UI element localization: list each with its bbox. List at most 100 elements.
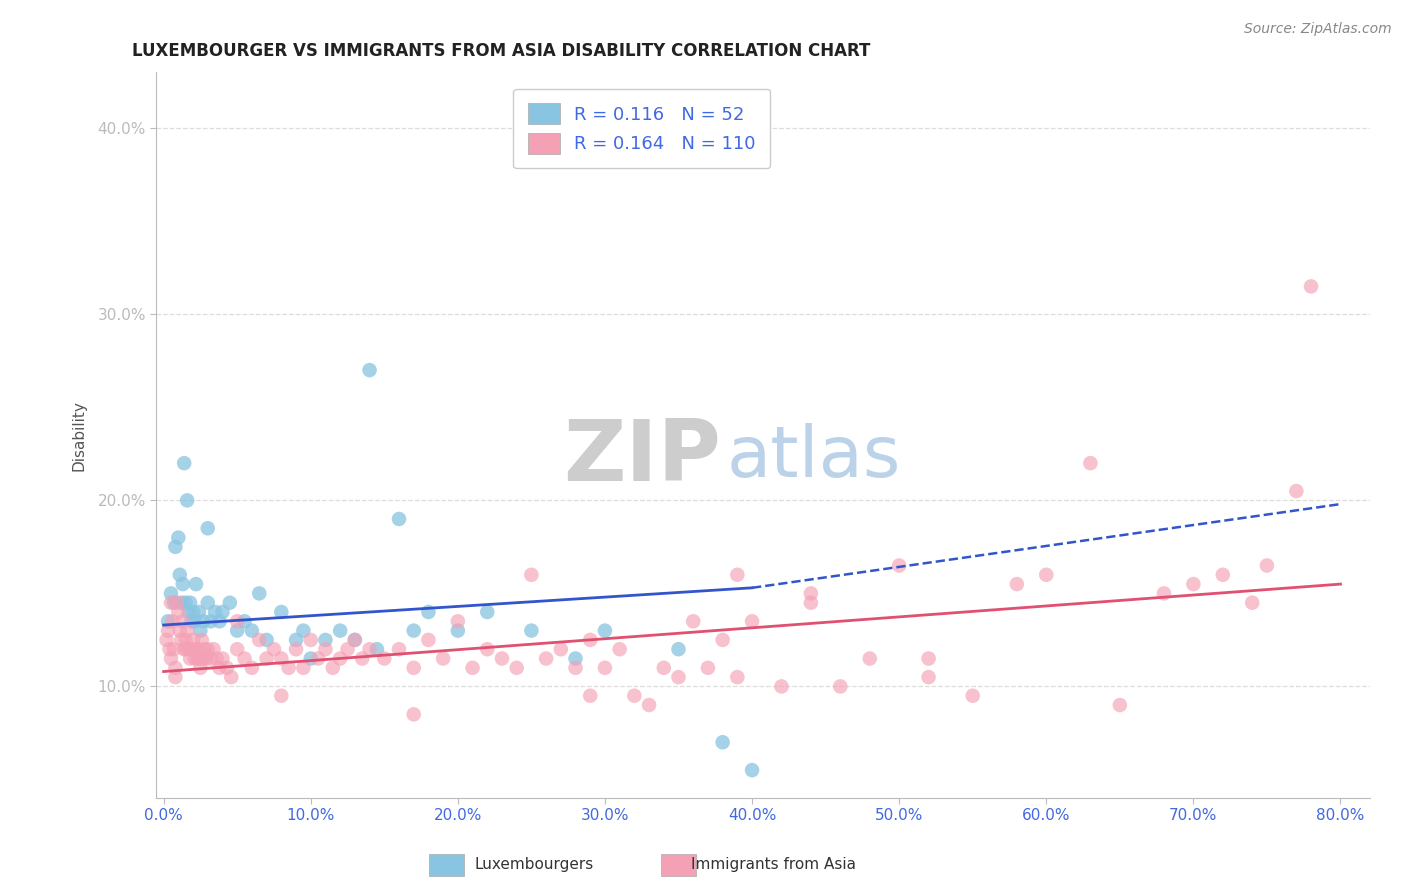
Point [174,642,197,657]
Point [336,642,359,657]
Point [725,567,748,582]
Point [165,670,187,684]
Point [292,624,315,638]
Point [520,624,543,638]
Point [432,651,454,665]
Point [307,651,329,665]
Y-axis label: Disability: Disability [72,400,86,471]
Point [366,642,388,657]
Point [447,615,470,629]
Point [184,642,207,657]
Text: Source: ZipAtlas.com: Source: ZipAtlas.com [1244,22,1392,37]
Point [359,363,381,377]
Point [889,558,911,573]
Point [160,586,183,600]
Point [299,632,322,647]
Point [247,586,270,600]
Point [169,624,191,638]
Point [800,596,823,610]
Point [579,689,602,703]
Point [418,632,440,647]
Point [193,615,215,629]
Point [190,624,212,638]
Point [226,615,249,629]
Point [177,642,200,657]
Point [166,596,188,610]
Point [682,615,704,629]
Point [711,735,734,749]
Point [491,651,513,665]
Point [169,567,191,582]
Point [623,689,645,703]
Point [830,680,852,694]
Point [520,567,543,582]
Point [215,661,238,675]
Point [177,605,200,619]
Point [184,577,207,591]
Point [962,689,984,703]
Point [292,661,315,675]
Point [170,632,193,647]
Point [193,651,215,665]
Point [329,651,352,665]
Point [270,689,292,703]
Point [190,651,212,665]
Point [352,651,374,665]
Point [180,615,202,629]
Point [550,642,572,657]
Point [299,651,322,665]
Point [240,624,263,638]
Point [183,615,205,629]
Point [200,615,222,629]
Point [593,661,616,675]
Point [1080,456,1102,470]
Point [270,651,292,665]
Point [163,642,186,657]
Point [163,596,186,610]
Point [233,615,256,629]
Point [162,615,184,629]
Point [174,632,197,647]
Point [373,651,395,665]
Point [208,661,231,675]
Point [187,605,209,619]
Point [711,632,734,647]
Point [800,586,823,600]
Point [195,651,218,665]
Point [564,661,586,675]
Point [534,651,557,665]
Point [211,605,233,619]
Point [609,642,631,657]
Point [211,651,233,665]
Point [197,642,219,657]
Point [917,670,939,684]
Point [233,651,256,665]
Point [167,531,190,545]
Text: ZIP: ZIP [562,416,721,499]
Point [160,651,183,665]
Point [447,624,470,638]
Point [181,605,204,619]
Point [1212,567,1234,582]
Point [181,632,204,647]
Point [917,651,939,665]
Point [505,661,527,675]
Point [190,661,212,675]
Point [1285,484,1308,499]
Point [173,456,195,470]
Point [579,632,602,647]
Point [1005,577,1028,591]
Point [859,651,882,665]
Legend: R = 0.116   N = 52, R = 0.164   N = 110: R = 0.116 N = 52, R = 0.164 N = 110 [513,88,770,169]
Point [359,642,381,657]
Point [173,642,195,657]
Point [208,615,231,629]
Point [725,670,748,684]
Point [1256,558,1278,573]
Point [388,512,411,526]
Point [638,698,661,712]
Point [418,605,440,619]
Point [402,624,425,638]
Point [155,632,177,647]
Point [202,642,225,657]
